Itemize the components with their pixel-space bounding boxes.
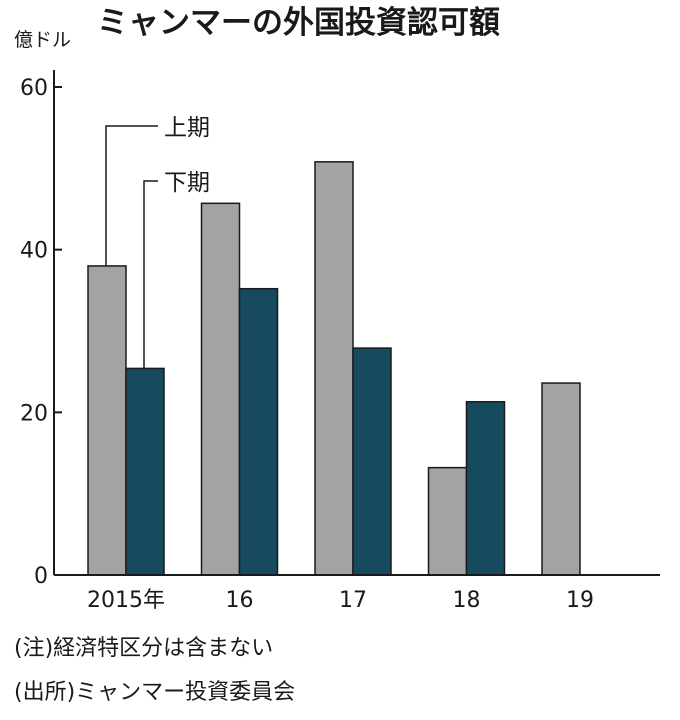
x-tick-label: 18 [453, 588, 481, 613]
bar-first-half [541, 382, 581, 576]
chart-title: ミャンマーの外国投資認可額 [97, 5, 500, 41]
x-tick-label: 2015年 [87, 588, 165, 613]
bar-second-half [238, 287, 279, 576]
bar-first-half [87, 265, 127, 576]
y-tick-label: 40 [20, 239, 48, 264]
y-tick-label: 0 [34, 564, 48, 589]
x-tick-label: 19 [566, 588, 594, 613]
x-tick-label: 17 [339, 588, 367, 613]
bar-first-half [427, 466, 468, 576]
bar-second-half [125, 367, 165, 576]
legend-label: 上期 [164, 115, 210, 141]
y-axis-unit: 億ドル [14, 29, 71, 51]
x-tick-label: 16 [226, 588, 254, 613]
bar-first-half [200, 202, 241, 576]
y-tick-label: 60 [20, 76, 48, 101]
legend-label: 下期 [164, 170, 210, 196]
y-tick-label: 20 [20, 401, 48, 426]
legend-leader-line [143, 180, 158, 369]
footnote-source: (出所)ミャンマー投資委員会 [14, 680, 296, 705]
footnote-note: (注)経済特区分は含まない [14, 636, 274, 661]
legend-leader-line [105, 125, 158, 266]
bar-second-half [352, 347, 392, 576]
bar-first-half [314, 161, 354, 576]
bar-second-half [465, 401, 506, 576]
